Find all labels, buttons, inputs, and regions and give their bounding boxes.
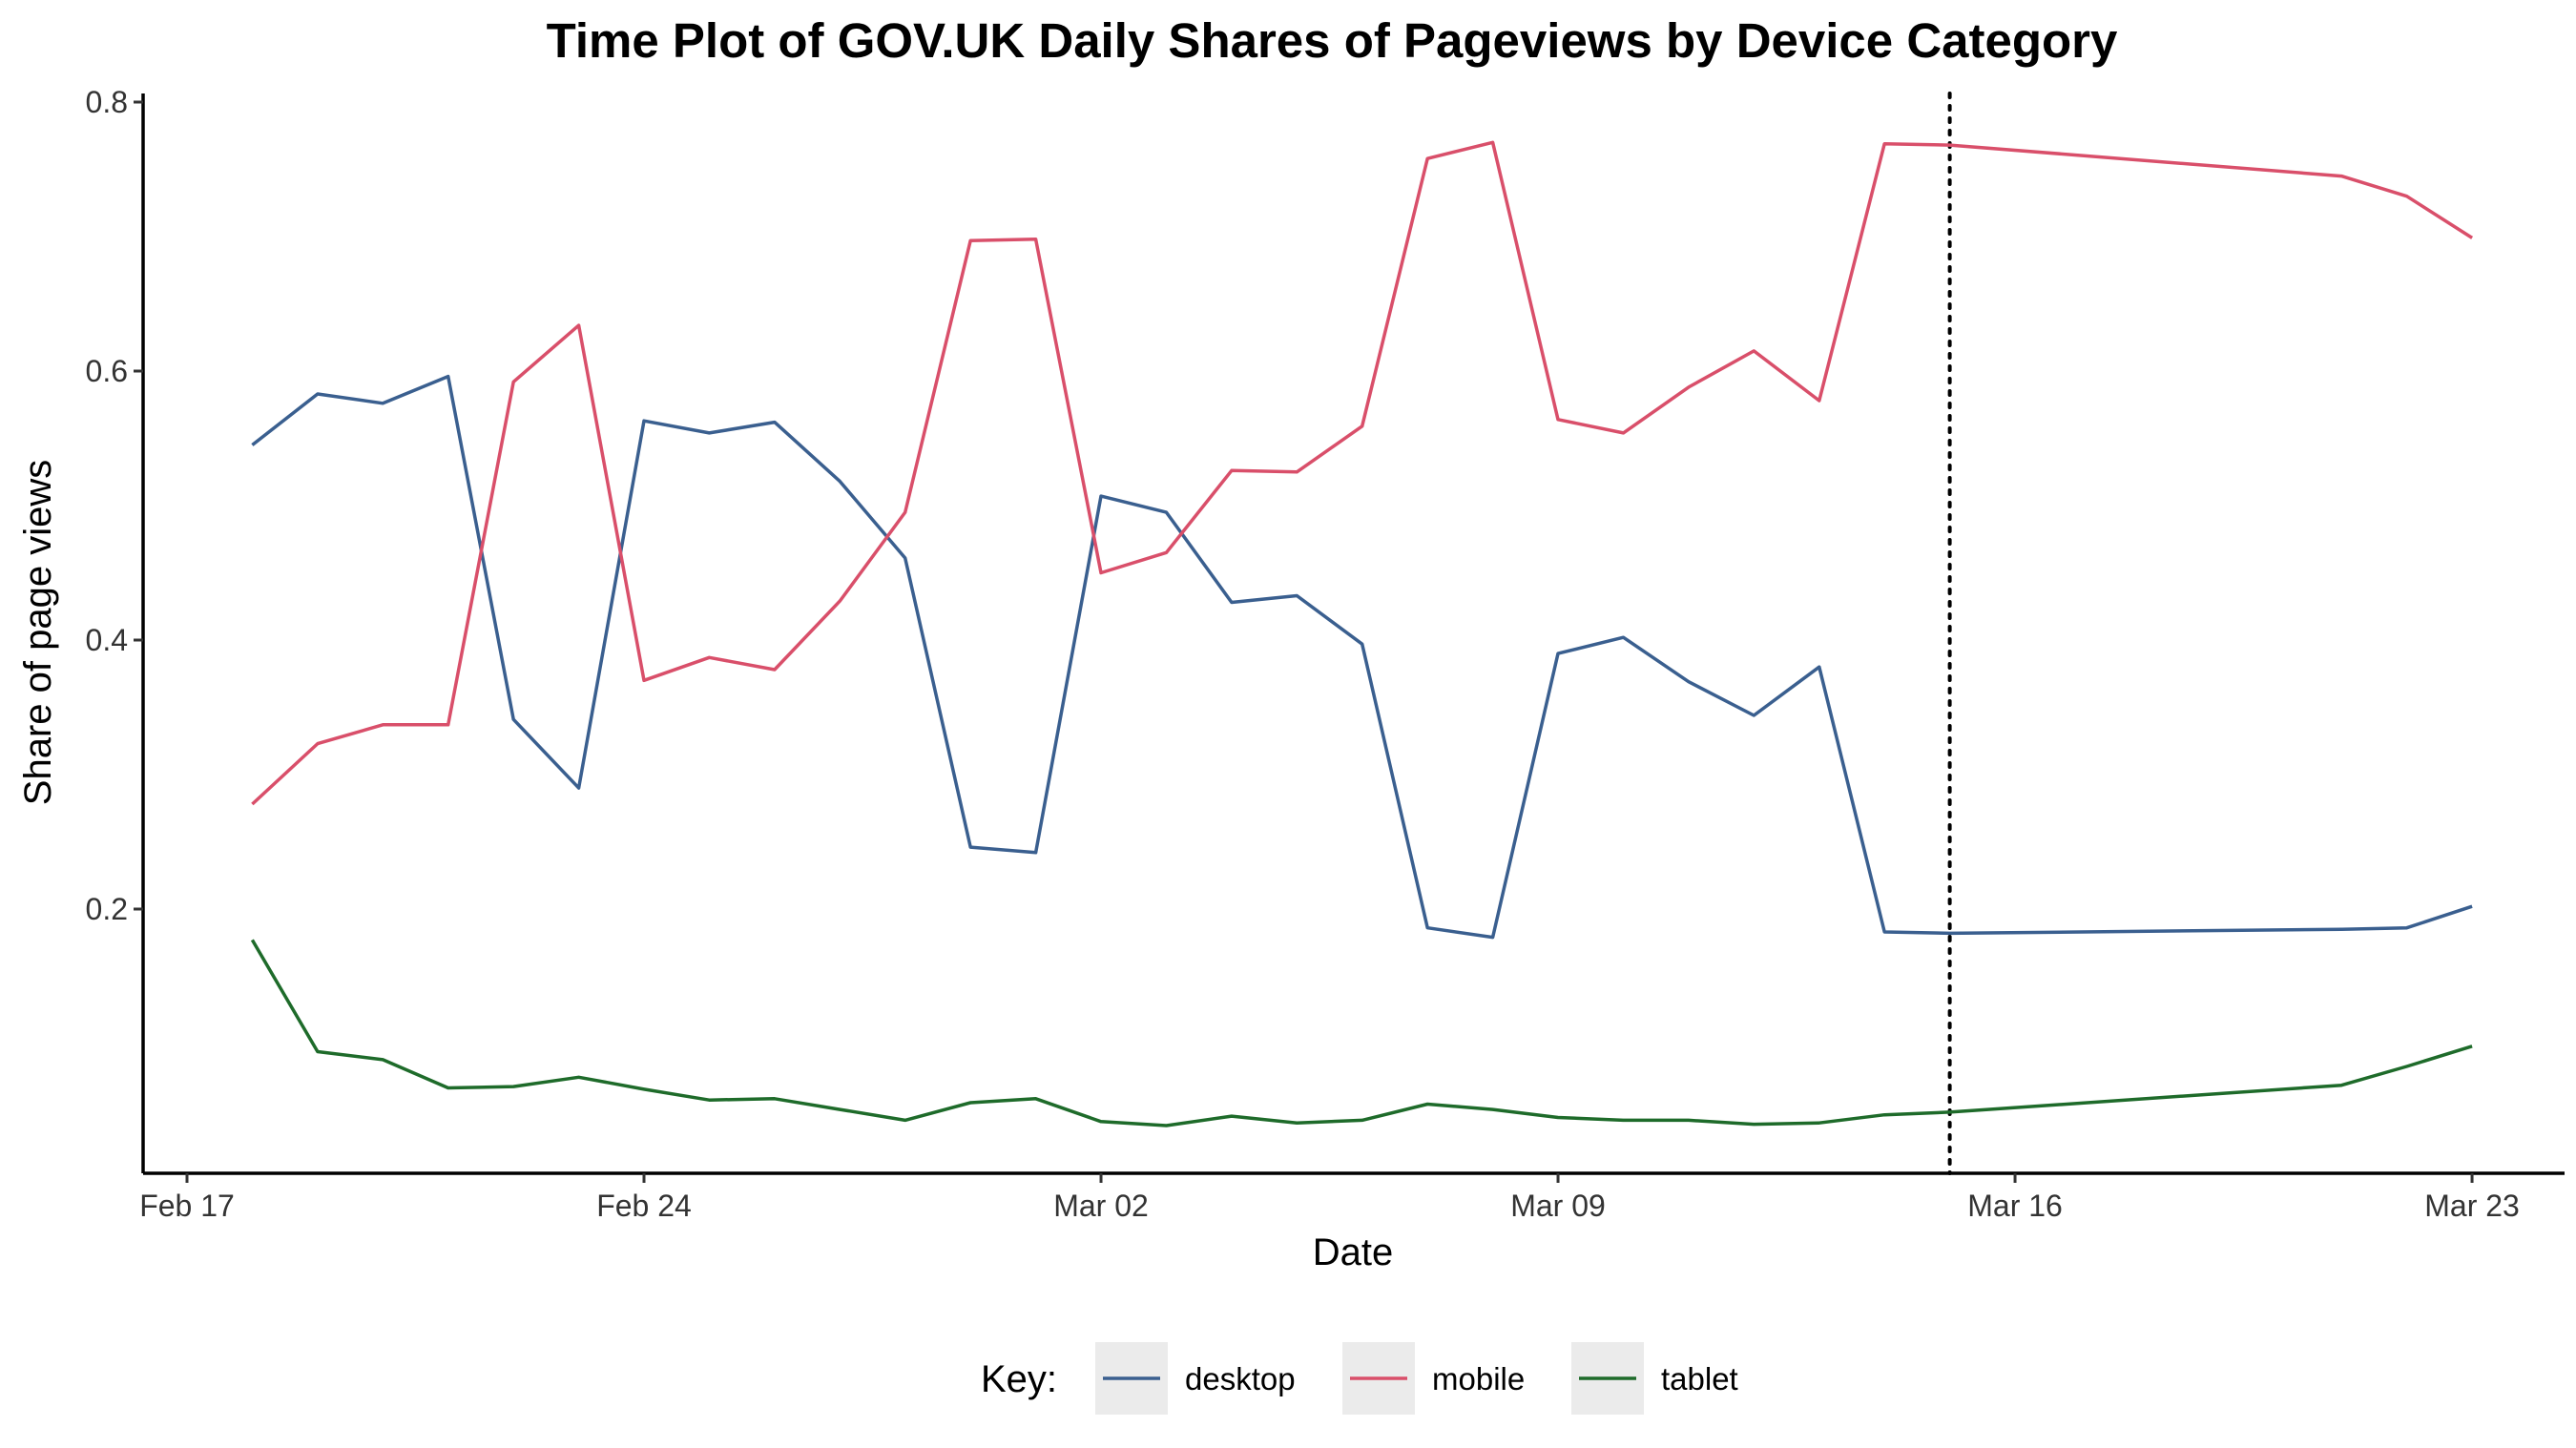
x-tick-label: Mar 23 — [2424, 1189, 2520, 1223]
y-tick-label: 0.4 — [86, 623, 128, 657]
x-tick-label: Mar 02 — [1053, 1189, 1149, 1223]
legend-title: Key: — [981, 1358, 1057, 1400]
y-tick-label: 0.8 — [86, 85, 128, 119]
y-axis-title: Share of page views — [17, 460, 59, 805]
x-axis-title: Date — [1313, 1231, 1394, 1273]
legend-label-tablet: tablet — [1661, 1361, 1738, 1396]
plot-area: 0.2 0.4 0.6 0.8 Feb 17 Feb 24 Mar 02 Mar 09 Mar … — [86, 85, 2565, 1223]
series-line-tablet — [250, 939, 2473, 1127]
chart-title: Time Plot of GOV.UK Daily Shares of Page… — [547, 13, 2118, 68]
x-tick-label: Mar 16 — [1967, 1189, 2063, 1223]
legend: Key: desktop mobile tablet — [981, 1342, 1738, 1415]
x-tick-label: Feb 17 — [139, 1189, 235, 1223]
legend-label-desktop: desktop — [1185, 1361, 1296, 1396]
y-tick-label: 0.2 — [86, 892, 128, 926]
series-line-mobile — [251, 140, 2474, 806]
series-line-desktop — [251, 374, 2473, 940]
y-tick-label: 0.6 — [86, 354, 128, 388]
x-tick-label: Mar 09 — [1510, 1189, 1606, 1223]
x-tick-label: Feb 24 — [596, 1189, 692, 1223]
legend-label-mobile: mobile — [1432, 1361, 1525, 1396]
